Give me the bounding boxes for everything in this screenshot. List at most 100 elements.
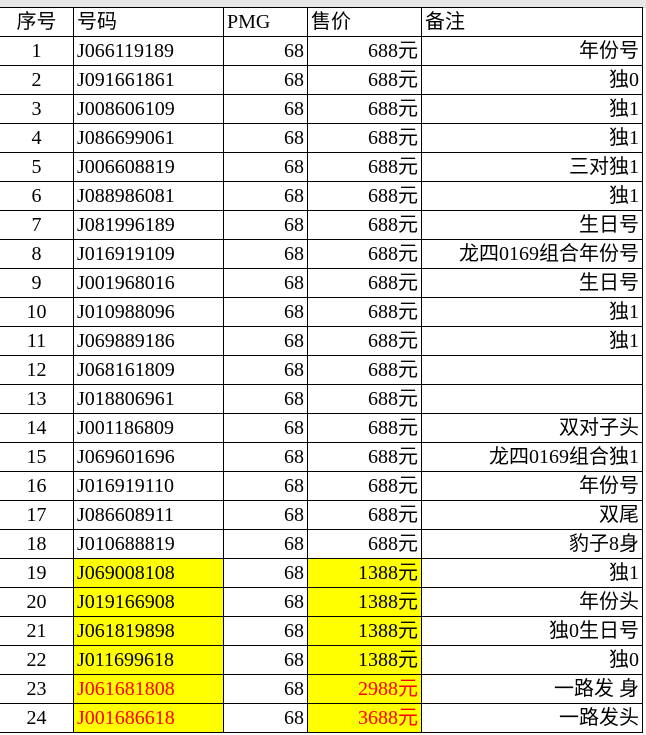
cell-no[interactable]: 21 (0, 616, 74, 646)
cell-code[interactable]: J001686618 (73, 703, 224, 733)
cell-no[interactable]: 10 (0, 297, 74, 327)
cell-pmg[interactable]: 68 (223, 181, 308, 211)
cell-no[interactable]: 23 (0, 674, 74, 704)
cell-no[interactable]: 18 (0, 529, 74, 559)
cell-price[interactable]: 688元 (307, 36, 422, 66)
cell-pmg[interactable]: 68 (223, 384, 308, 414)
cell-pmg[interactable]: 68 (223, 587, 308, 617)
cell-note[interactable]: 年份头 (421, 587, 643, 617)
cell-no[interactable]: 13 (0, 384, 74, 414)
cell-note[interactable]: 独1 (421, 181, 643, 211)
cell-code[interactable]: J069601696 (73, 442, 224, 472)
cell-no[interactable]: 4 (0, 123, 74, 153)
cell-price[interactable]: 688元 (307, 326, 422, 356)
cell-code[interactable]: J088986081 (73, 181, 224, 211)
cell-code[interactable]: J081996189 (73, 210, 224, 240)
cell-code[interactable]: J066119189 (73, 36, 224, 66)
cell-note[interactable]: 生日号 (421, 268, 643, 298)
cell-code[interactable]: J091661861 (73, 65, 224, 95)
cell-code[interactable]: J019166908 (73, 587, 224, 617)
cell-code[interactable]: J011699618 (73, 645, 224, 675)
cell-pmg[interactable]: 68 (223, 123, 308, 153)
cell-pmg[interactable]: 68 (223, 674, 308, 704)
cell-note[interactable]: 独0 (421, 65, 643, 95)
cell-pmg[interactable]: 68 (223, 326, 308, 356)
cell-note[interactable]: 生日号 (421, 210, 643, 240)
cell-code[interactable]: J061681808 (73, 674, 224, 704)
header-cell-note[interactable]: 备注 (421, 7, 643, 37)
cell-code[interactable]: J016919109 (73, 239, 224, 269)
cell-note[interactable]: 龙四0169组合独1 (421, 442, 643, 472)
cell-note[interactable]: 豹子8身 (421, 529, 643, 559)
cell-price[interactable]: 688元 (307, 152, 422, 182)
cell-code[interactable]: J010988096 (73, 297, 224, 327)
cell-price[interactable]: 688元 (307, 297, 422, 327)
cell-pmg[interactable]: 68 (223, 152, 308, 182)
cell-price[interactable]: 1388元 (307, 645, 422, 675)
cell-note[interactable]: 独1 (421, 326, 643, 356)
cell-code[interactable]: J086608911 (73, 500, 224, 530)
cell-no[interactable]: 17 (0, 500, 74, 530)
cell-price[interactable]: 688元 (307, 384, 422, 414)
cell-price[interactable]: 688元 (307, 471, 422, 501)
cell-code[interactable]: J006608819 (73, 152, 224, 182)
cell-note[interactable]: 龙四0169组合年份号 (421, 239, 643, 269)
cell-code[interactable]: J061819898 (73, 616, 224, 646)
cell-pmg[interactable]: 68 (223, 297, 308, 327)
cell-pmg[interactable]: 68 (223, 616, 308, 646)
cell-no[interactable]: 15 (0, 442, 74, 472)
cell-price[interactable]: 3688元 (307, 703, 422, 733)
cell-pmg[interactable]: 68 (223, 442, 308, 472)
cell-no[interactable]: 6 (0, 181, 74, 211)
cell-no[interactable]: 22 (0, 645, 74, 675)
header-cell-code[interactable]: 号码 (73, 7, 224, 37)
cell-price[interactable]: 688元 (307, 65, 422, 95)
cell-price[interactable]: 688元 (307, 529, 422, 559)
cell-note[interactable]: 独1 (421, 123, 643, 153)
cell-pmg[interactable]: 68 (223, 94, 308, 124)
cell-price[interactable]: 1388元 (307, 587, 422, 617)
cell-pmg[interactable]: 68 (223, 558, 308, 588)
cell-price[interactable]: 688元 (307, 413, 422, 443)
cell-price[interactable]: 688元 (307, 268, 422, 298)
cell-code[interactable]: J086699061 (73, 123, 224, 153)
cell-price[interactable]: 688元 (307, 355, 422, 385)
cell-no[interactable]: 20 (0, 587, 74, 617)
cell-pmg[interactable]: 68 (223, 65, 308, 95)
cell-no[interactable]: 2 (0, 65, 74, 95)
cell-code[interactable]: J069889186 (73, 326, 224, 356)
cell-price[interactable]: 688元 (307, 442, 422, 472)
header-cell-no[interactable]: 序号 (0, 7, 74, 37)
cell-note[interactable] (421, 355, 643, 385)
cell-note[interactable]: 双尾 (421, 500, 643, 530)
cell-no[interactable]: 7 (0, 210, 74, 240)
cell-pmg[interactable]: 68 (223, 703, 308, 733)
cell-price[interactable]: 688元 (307, 123, 422, 153)
cell-note[interactable]: 年份号 (421, 36, 643, 66)
cell-pmg[interactable]: 68 (223, 355, 308, 385)
cell-code[interactable]: J018806961 (73, 384, 224, 414)
cell-price[interactable]: 2988元 (307, 674, 422, 704)
cell-note[interactable] (421, 384, 643, 414)
cell-note[interactable]: 独1 (421, 94, 643, 124)
cell-no[interactable]: 3 (0, 94, 74, 124)
cell-price[interactable]: 688元 (307, 500, 422, 530)
header-cell-pmg[interactable]: PMG (223, 7, 308, 37)
cell-pmg[interactable]: 68 (223, 36, 308, 66)
header-cell-price[interactable]: 售价 (307, 7, 422, 37)
cell-code[interactable]: J069008108 (73, 558, 224, 588)
cell-note[interactable]: 独0 (421, 645, 643, 675)
cell-note[interactable]: 年份号 (421, 471, 643, 501)
cell-no[interactable]: 5 (0, 152, 74, 182)
cell-pmg[interactable]: 68 (223, 471, 308, 501)
cell-no[interactable]: 12 (0, 355, 74, 385)
cell-no[interactable]: 14 (0, 413, 74, 443)
cell-no[interactable]: 11 (0, 326, 74, 356)
cell-code[interactable]: J068161809 (73, 355, 224, 385)
cell-code[interactable]: J016919110 (73, 471, 224, 501)
cell-note[interactable]: 一路发 身 (421, 674, 643, 704)
cell-no[interactable]: 9 (0, 268, 74, 298)
cell-pmg[interactable]: 68 (223, 210, 308, 240)
cell-pmg[interactable]: 68 (223, 645, 308, 675)
cell-price[interactable]: 688元 (307, 239, 422, 269)
